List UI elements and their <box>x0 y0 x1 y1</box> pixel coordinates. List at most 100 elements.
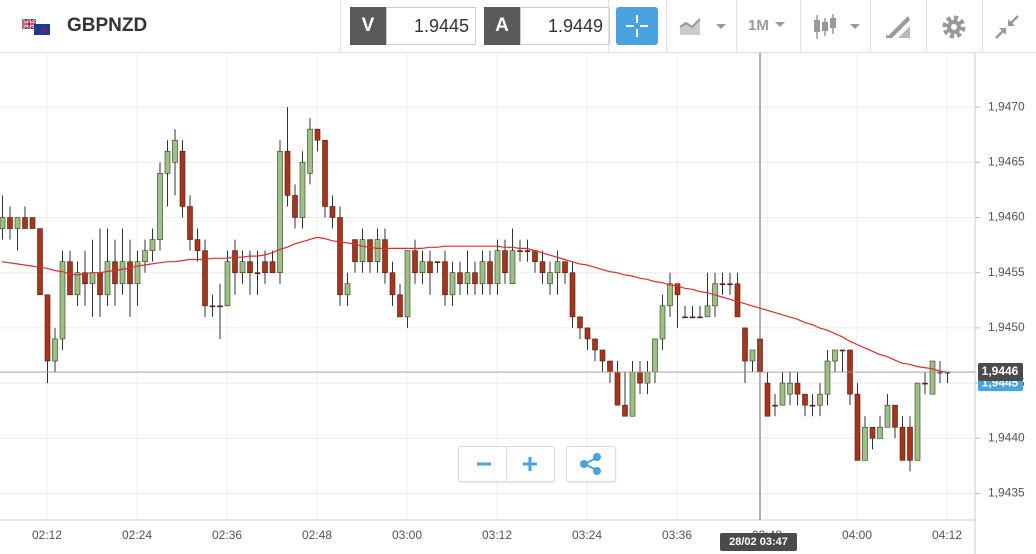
candle-body <box>547 272 553 285</box>
candle-body <box>659 305 666 340</box>
candle-body <box>419 261 426 273</box>
y-tick-label: 1,9435 <box>988 486 1025 500</box>
candle-body <box>869 426 876 439</box>
zoom-in-button[interactable] <box>523 457 537 471</box>
candle-body <box>404 250 411 318</box>
candle-body <box>457 272 463 285</box>
y-tick-label: 1,9440 <box>988 430 1025 444</box>
candle-body <box>374 239 381 262</box>
candle-body <box>667 283 673 307</box>
share-button[interactable] <box>566 446 616 482</box>
ask-button[interactable]: A <box>484 7 520 45</box>
candle-body <box>892 404 898 428</box>
candle-body <box>284 150 291 196</box>
collapse-button[interactable] <box>994 14 1020 40</box>
candle-body <box>464 272 471 285</box>
crosshair-button[interactable] <box>616 7 658 45</box>
candle-body <box>914 382 921 461</box>
candle-body <box>637 371 643 384</box>
candle-body <box>217 305 223 308</box>
x-tick-label: 02:12 <box>32 528 62 542</box>
x-tick-label: 03:36 <box>662 528 692 542</box>
candle-body <box>307 128 313 174</box>
candle-body <box>232 250 238 273</box>
share-icon <box>580 453 601 475</box>
settings-button[interactable] <box>940 13 968 41</box>
candle-body <box>382 239 388 273</box>
candle-body <box>22 217 28 229</box>
candle-body <box>577 316 583 329</box>
candle-body <box>194 239 201 251</box>
candle-body <box>832 349 838 362</box>
candle-body <box>29 217 36 229</box>
candle-body <box>427 261 433 273</box>
candle-body <box>824 360 831 395</box>
candle-body <box>14 217 21 229</box>
candle-body <box>749 349 756 362</box>
y-tick-label: 1,9450 <box>988 320 1025 334</box>
candle-body <box>142 250 148 262</box>
bid-button[interactable]: V <box>350 7 386 45</box>
y-tick-label: 1,9460 <box>988 210 1025 224</box>
candle-body <box>74 272 81 296</box>
chart-type-button[interactable] <box>678 15 728 39</box>
candle-body <box>644 371 651 384</box>
candle-body <box>239 261 246 273</box>
candle-body <box>704 305 711 318</box>
flag-icon <box>22 19 50 35</box>
candle-body <box>562 261 568 273</box>
candle-body <box>292 195 298 218</box>
candle-body <box>929 360 936 395</box>
candle-body <box>89 272 96 285</box>
candle-body <box>629 371 636 417</box>
candle-body <box>337 217 343 296</box>
bid-price[interactable]: 1.9445 <box>386 7 476 45</box>
candle-body <box>112 261 118 285</box>
candle-body <box>802 393 808 406</box>
moving-average-line <box>1 236 948 373</box>
candle-body <box>907 426 913 461</box>
candle-body <box>727 283 733 286</box>
candle-body <box>164 150 171 174</box>
candle-body <box>389 272 396 296</box>
y-tick-label: 1,9470 <box>988 99 1025 113</box>
candle-body <box>584 327 591 340</box>
candle-body <box>884 404 891 428</box>
candle-body <box>509 250 516 285</box>
last-price-label: 1,9446 <box>982 364 1019 378</box>
candle-body <box>359 239 366 262</box>
candle-style-button[interactable] <box>812 12 862 42</box>
crosshair-label: 28/02 03:47 <box>729 536 788 548</box>
candle-body <box>772 404 778 407</box>
candle-body <box>7 217 13 229</box>
separator <box>736 0 737 52</box>
candle-body <box>674 283 681 296</box>
candle-body <box>862 426 868 461</box>
candle-body <box>224 261 231 307</box>
candle-body <box>449 272 456 296</box>
candle-body <box>52 338 58 362</box>
candle-body <box>0 217 6 229</box>
draw-tool-button[interactable] <box>884 14 912 40</box>
candle-body <box>599 349 606 362</box>
candle-body <box>554 261 561 273</box>
timeframe-button[interactable]: 1M <box>748 17 769 34</box>
ask-price[interactable]: 1.9449 <box>520 7 610 45</box>
candle-body <box>922 382 928 385</box>
candle-body <box>97 272 103 296</box>
candle-body <box>209 305 216 308</box>
x-tick-label: 04:00 <box>842 528 872 542</box>
candle-body <box>254 272 261 274</box>
grid: 1,94351,94401,94451,94501,94551,94601,94… <box>0 53 1025 542</box>
candle-body <box>397 294 403 318</box>
candle-body <box>494 250 501 285</box>
candle-body <box>622 404 628 417</box>
candle-body <box>344 283 351 296</box>
candle-body <box>764 382 771 417</box>
candle-body <box>809 404 816 407</box>
x-tick-label: 03:24 <box>572 528 602 542</box>
candle-body <box>472 272 478 285</box>
separator <box>800 0 801 52</box>
x-tick-label: 02:48 <box>302 528 332 542</box>
